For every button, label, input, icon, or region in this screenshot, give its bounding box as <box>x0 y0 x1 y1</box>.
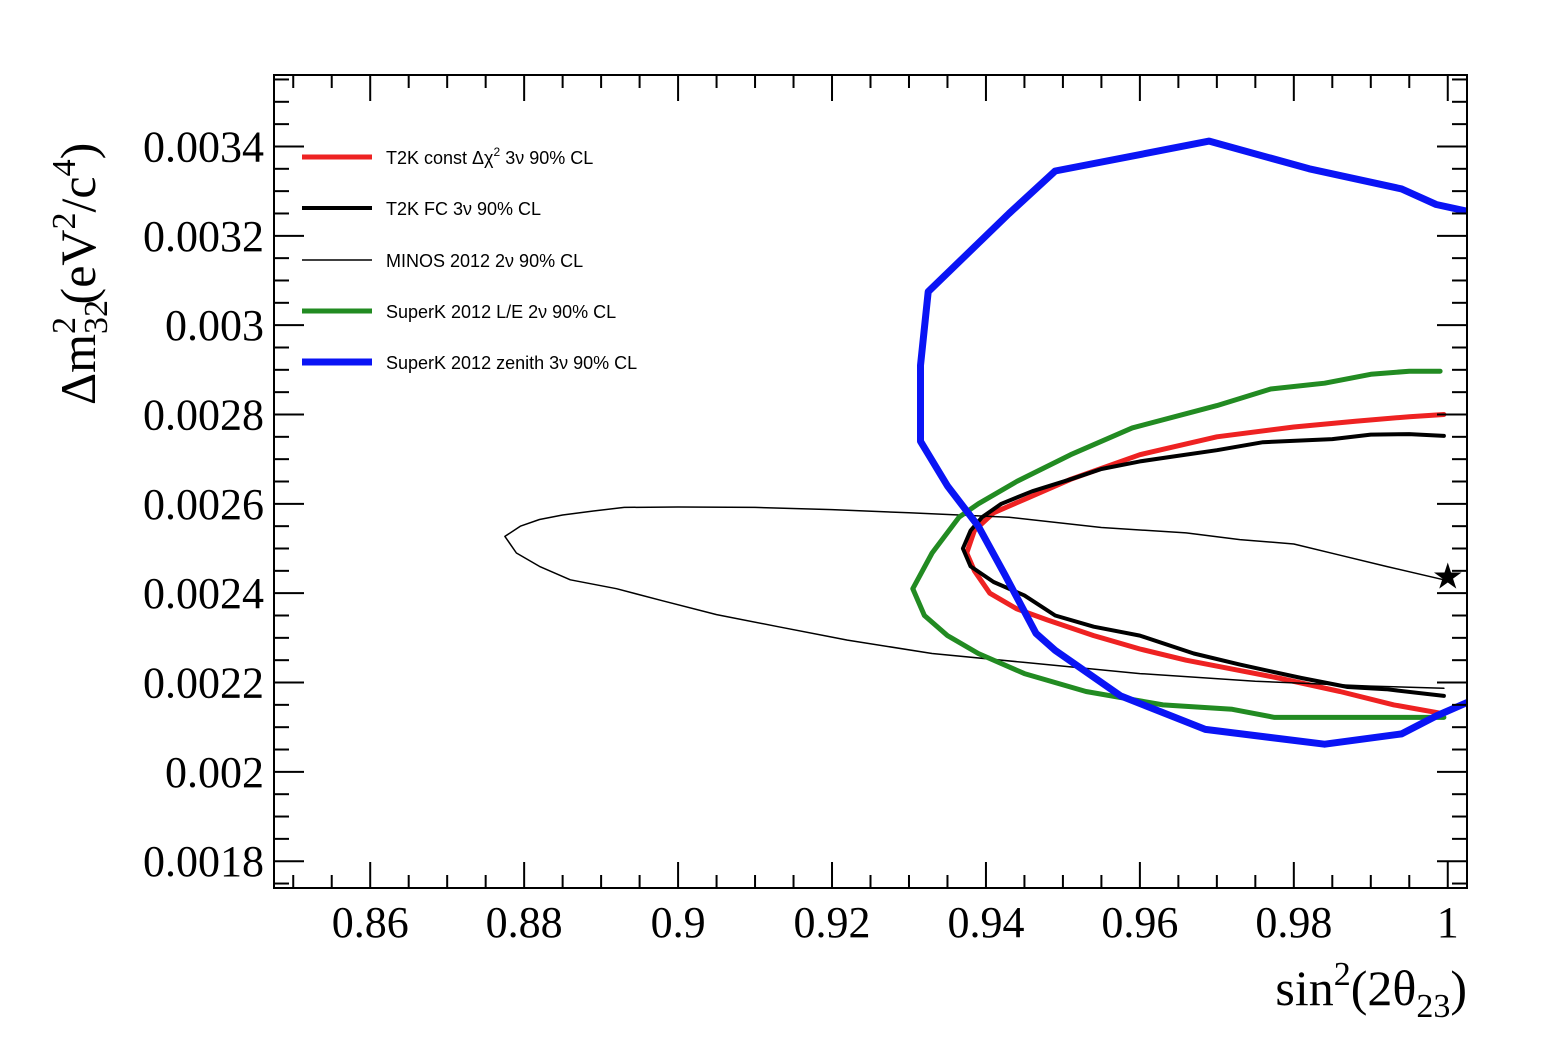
y-axis-title: Δm322 (eV2/c4) <box>46 143 115 405</box>
y-tick-label: 0.0022 <box>143 659 264 708</box>
x-tick-label: 0.86 <box>332 898 409 947</box>
series-line-3 <box>910 368 1447 720</box>
x-tick-label: 0.9 <box>651 898 706 947</box>
x-tick-label: 0.98 <box>1255 898 1332 947</box>
y-tick-label: 0.0024 <box>143 569 264 618</box>
y-tick-label: 0.003 <box>165 301 264 350</box>
legend: T2K const Δχ2 3ν 90% CL T2K FC 3ν 90% CL M… <box>302 145 637 373</box>
x-axis-title: sin2(2θ23) <box>1275 956 1467 1025</box>
y-tick-label: 0.0028 <box>143 390 264 439</box>
y-tick-label: 0.0026 <box>143 480 264 529</box>
y-tick-label: 0.002 <box>165 748 264 797</box>
y-tick-label: 0.0032 <box>143 212 264 261</box>
x-tick-label: 0.96 <box>1101 898 1178 947</box>
series-layer <box>504 137 1467 748</box>
series-line-4 <box>917 137 1467 748</box>
x-tick-label: 0.88 <box>486 898 563 947</box>
plot-frame <box>273 74 1468 889</box>
x-tick-label: 0.92 <box>794 898 871 947</box>
marker-layer: ★ <box>1432 556 1464 597</box>
y-tick-label: 0.0018 <box>143 837 264 886</box>
x-tick-label: 1 <box>1437 898 1459 947</box>
x-tick-label: 0.94 <box>947 898 1024 947</box>
series-line-0 <box>964 412 1447 717</box>
legend-entry-label: MINOS 2012 2ν 90% CL <box>386 251 583 271</box>
legend-entry-label: SuperK 2012 zenith 3ν 90% CL <box>386 353 637 373</box>
y-tick-label: 0.0034 <box>143 122 264 171</box>
legend-entry-label: T2K const Δχ2 3ν 90% CL <box>386 145 593 168</box>
series-line-2 <box>504 506 1445 690</box>
tick-label-layer: 0.86 0.88 0.9 0.92 0.94 0.96 0.98 1 0.0018 0.002 0… <box>143 122 1459 947</box>
legend-entry-label: T2K FC 3ν 90% CL <box>386 199 541 219</box>
series-line-1 <box>960 432 1446 698</box>
legend-entry-label: SuperK 2012 L/E 2ν 90% CL <box>386 302 616 322</box>
best-fit-star-icon: ★ <box>1432 556 1464 597</box>
tick-layer <box>274 75 1467 888</box>
